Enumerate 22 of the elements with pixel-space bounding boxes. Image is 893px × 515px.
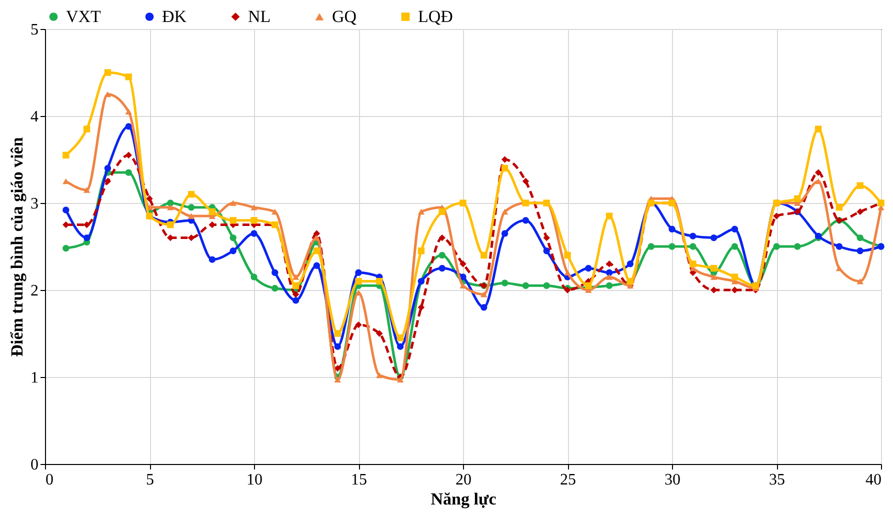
x-tick-label: 5: [146, 472, 154, 488]
y-tick-label: 5: [30, 22, 38, 38]
y-tick-label: 4: [30, 108, 38, 126]
x-tick-label: 35: [769, 472, 785, 488]
y-tick-label: 2: [30, 282, 38, 300]
legend-label: VXT: [66, 6, 102, 26]
x-axis-title: Năng lực: [430, 490, 497, 508]
legend-label: ĐK: [162, 6, 188, 26]
y-tick-label: 3: [30, 196, 38, 212]
y-axis-title: Điểm trung bình của giáo viên: [8, 136, 26, 357]
y-tick-label: 0: [30, 456, 38, 474]
y-tick-label: 1: [30, 370, 38, 386]
legend-label: LQĐ: [418, 6, 453, 26]
x-tick-label: 30: [664, 472, 680, 488]
x-tick-label: 10: [246, 472, 262, 488]
x-tick-label: 40: [866, 472, 882, 488]
x-tick-label: 20: [456, 472, 472, 488]
legend-label: NL: [248, 6, 271, 26]
legend-label: GQ: [332, 6, 357, 26]
x-tick-label: 25: [560, 472, 576, 488]
x-tick-label: 0: [46, 472, 54, 488]
x-tick-label: 15: [351, 472, 367, 488]
